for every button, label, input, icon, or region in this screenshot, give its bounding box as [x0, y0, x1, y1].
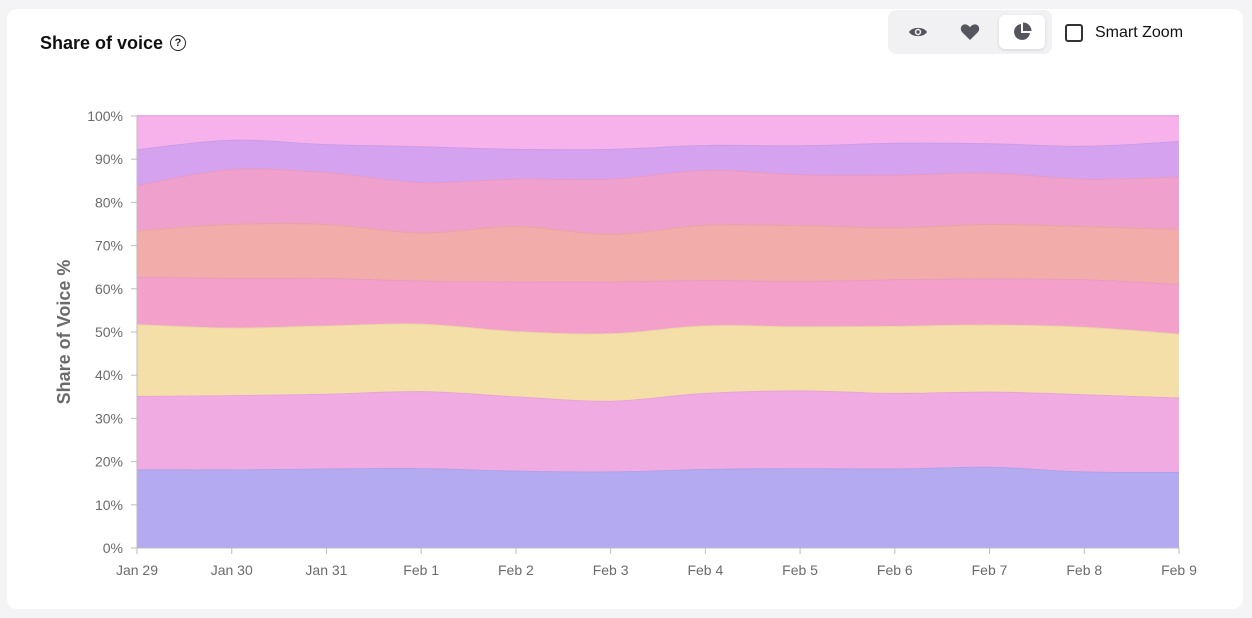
area-series-2[interactable] [137, 390, 1179, 473]
eye-icon [909, 27, 927, 37]
pie-chart-icon [1014, 22, 1032, 40]
y-tick-label: 80% [95, 194, 123, 210]
smart-zoom-label: Smart Zoom [1095, 24, 1184, 41]
area-series-3-edge [136, 322, 1180, 335]
y-tick-label: 40% [95, 367, 123, 383]
heart-icon [960, 24, 980, 40]
area-series-4[interactable] [137, 276, 1179, 334]
x-tick-label: Feb 5 [782, 562, 818, 578]
card-header: Share of voice ? [40, 31, 187, 55]
heart-button[interactable] [947, 15, 993, 49]
y-tick-label: 100% [87, 108, 123, 124]
stacked-areas [136, 114, 1180, 548]
x-tick-label: Feb 3 [593, 562, 629, 578]
y-tick-label: 50% [95, 324, 123, 340]
x-tick-label: Feb 9 [1161, 562, 1197, 578]
x-tick-label: Feb 4 [687, 562, 723, 578]
x-tick-label: Feb 1 [403, 562, 439, 578]
x-tick-label: Jan 30 [211, 562, 253, 578]
area-series-8[interactable] [137, 116, 1179, 150]
x-tick-label: Jan 31 [305, 562, 347, 578]
y-tick-label: 20% [95, 454, 123, 470]
view-toolbar [888, 10, 1052, 54]
area-series-6[interactable] [137, 168, 1179, 234]
smart-zoom-toggle[interactable]: Smart Zoom [1065, 21, 1183, 45]
area-series-5[interactable] [137, 223, 1179, 285]
page-title: Share of voice [40, 32, 164, 53]
x-tick-label: Feb 6 [877, 562, 913, 578]
y-tick-label: 90% [95, 151, 123, 167]
y-tick-label: 70% [95, 238, 123, 254]
area-series-1[interactable] [137, 466, 1179, 548]
help-glyph: ? [174, 37, 182, 49]
x-tick-label: Feb 8 [1066, 562, 1102, 578]
y-tick-label: 0% [103, 540, 123, 556]
help-icon[interactable]: ? [170, 35, 187, 51]
y-axis-label: Share of Voice % [54, 260, 74, 405]
chart-axes: 0% 10% 20% 30% 40% 50% 60% 70% 80% 90% 100% Jan 29 J… [87, 108, 1197, 578]
y-tick-label: 60% [95, 281, 123, 297]
y-tick-label: 30% [95, 410, 123, 426]
eye-button[interactable] [895, 15, 941, 49]
pie-chart-button[interactable] [999, 15, 1045, 49]
x-tick-label: Jan 29 [116, 562, 158, 578]
smart-zoom-checkbox[interactable] [1065, 24, 1083, 42]
area-series-7[interactable] [137, 139, 1179, 186]
y-tick-label: 10% [95, 497, 123, 513]
x-tick-label: Feb 7 [972, 562, 1008, 578]
area-series-3[interactable] [137, 323, 1179, 401]
x-tick-label: Feb 2 [498, 562, 534, 578]
